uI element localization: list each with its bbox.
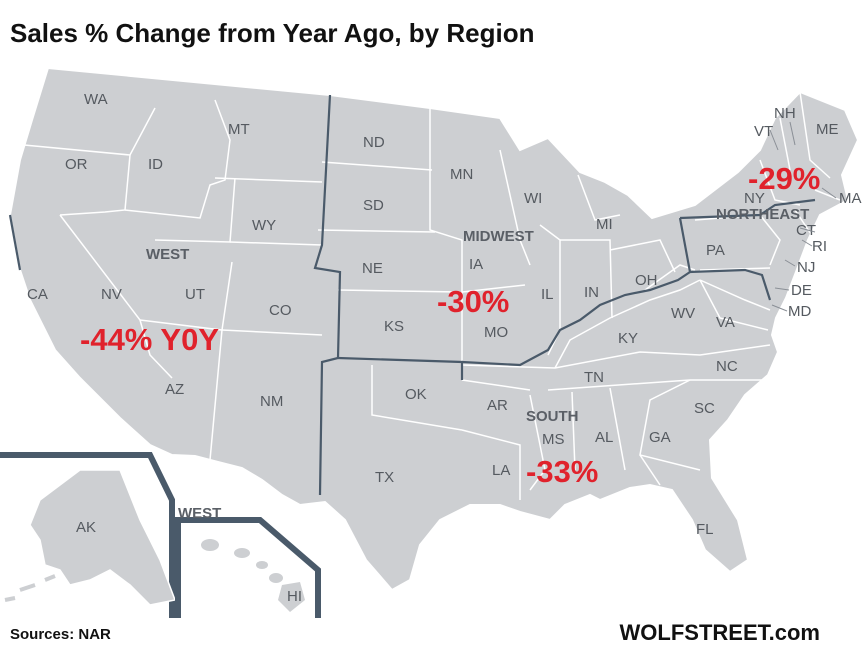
state-label-ks: KS <box>384 318 404 335</box>
state-label-mi: MI <box>596 216 613 233</box>
state-label-oh: OH <box>635 272 658 289</box>
state-label-va: VA <box>716 314 735 331</box>
state-label-il: IL <box>541 286 554 303</box>
hawaii-islands <box>201 539 305 612</box>
state-label-tn: TN <box>584 369 604 386</box>
state-label-al: AL <box>595 429 613 446</box>
leader-lines <box>769 121 837 312</box>
state-label-az: AZ <box>165 381 184 398</box>
state-label-ar: AR <box>487 397 508 414</box>
state-borders <box>23 91 841 500</box>
state-label-ga: GA <box>649 429 671 446</box>
aleutian-islands <box>4 574 56 602</box>
state-label-tx: TX <box>375 469 394 486</box>
region-label-west: WEST <box>146 246 189 263</box>
region-labels: WEST MIDWEST SOUTH NORTHEAST WEST <box>146 206 809 522</box>
state-labels: WA OR CA ID NV MT WY UT CO AZ NM ND SD N… <box>27 91 862 605</box>
state-label-mt: MT <box>228 121 250 138</box>
region-label-midwest: MIDWEST <box>463 228 534 245</box>
page-title: Sales % Change from Year Ago, by Region <box>10 18 535 48</box>
state-label-co: CO <box>269 302 292 319</box>
state-label-ky: KY <box>618 330 638 347</box>
state-label-or: OR <box>65 156 88 173</box>
state-label-ut: UT <box>185 286 205 303</box>
state-label-vt: VT <box>754 123 773 140</box>
alaska-inset-frame <box>0 452 175 618</box>
state-label-nh: NH <box>774 105 796 122</box>
region-label-west-inset: WEST <box>178 505 221 522</box>
change-label-midwest: -30% <box>437 284 509 319</box>
state-label-fl: FL <box>696 521 714 538</box>
alaska-shape <box>29 469 177 606</box>
state-label-me: ME <box>816 121 839 138</box>
state-label-ia: IA <box>469 256 483 273</box>
percent-change-labels: -44% Y0Y -30% -33% -29% <box>80 161 820 489</box>
region-label-south: SOUTH <box>526 408 579 425</box>
region-label-northeast: NORTHEAST <box>716 206 809 223</box>
state-label-nj: NJ <box>797 259 815 276</box>
state-label-nd: ND <box>363 134 385 151</box>
state-label-sc: SC <box>694 400 715 417</box>
brand-logo-text: WOLFSTREET.com <box>619 620 820 645</box>
state-label-wa: WA <box>84 91 108 108</box>
state-label-ri: RI <box>812 238 827 255</box>
region-borders <box>8 94 816 496</box>
state-label-de: DE <box>791 282 812 299</box>
state-label-ny: NY <box>744 190 765 207</box>
change-label-south: -33% <box>526 454 598 489</box>
state-label-sd: SD <box>363 197 384 214</box>
state-label-ct: CT <box>796 222 816 239</box>
state-label-ca: CA <box>27 286 48 303</box>
state-label-ms: MS <box>542 431 565 448</box>
change-label-west: -44% Y0Y <box>80 322 219 357</box>
state-label-ne: NE <box>362 260 383 277</box>
state-label-la: LA <box>492 462 510 479</box>
state-label-id: ID <box>148 156 163 173</box>
state-label-mo: MO <box>484 324 508 341</box>
state-label-pa: PA <box>706 242 725 259</box>
state-label-wy: WY <box>252 217 276 234</box>
hawaii-inset-frame <box>175 517 321 618</box>
mainland-us-shape <box>8 66 860 592</box>
state-label-wv: WV <box>671 305 695 322</box>
state-label-hi: HI <box>287 588 302 605</box>
state-label-md: MD <box>788 303 811 320</box>
state-label-nm: NM <box>260 393 283 410</box>
change-label-northeast: -29% <box>748 161 820 196</box>
state-label-mn: MN <box>450 166 473 183</box>
hawaii-inset-frame-inner <box>184 526 311 618</box>
source-note: Sources: NAR <box>10 626 111 643</box>
state-label-in: IN <box>584 284 599 301</box>
state-label-ak: AK <box>76 519 96 536</box>
state-label-wi: WI <box>524 190 542 207</box>
state-label-ma: MA <box>839 190 862 207</box>
state-label-ok: OK <box>405 386 427 403</box>
state-label-nv: NV <box>101 286 122 303</box>
alaska-inset-frame-inner <box>0 461 166 618</box>
state-label-nc: NC <box>716 358 738 375</box>
